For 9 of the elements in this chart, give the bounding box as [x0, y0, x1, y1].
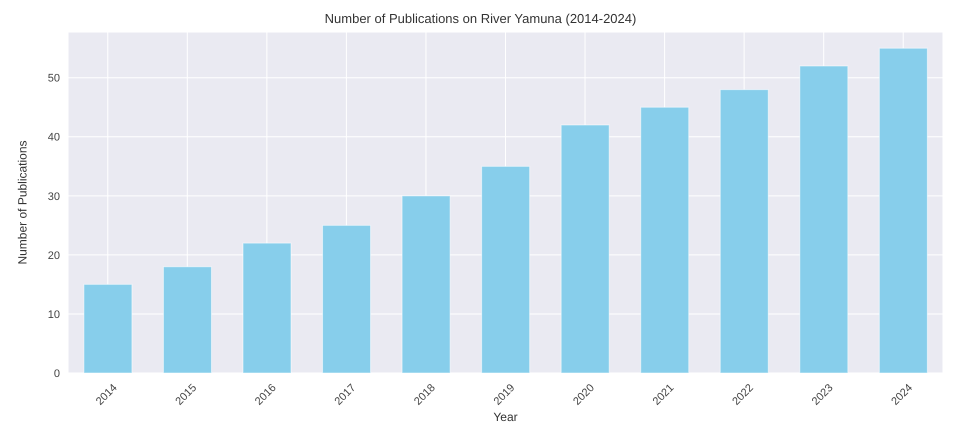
- chart-title: Number of Publications on River Yamuna (2014-2024): [324, 10, 638, 28]
- y-tick-label: 50: [48, 72, 60, 85]
- y-tick-label: 10: [48, 308, 60, 321]
- y-axis-title: Number of Publications: [15, 140, 30, 265]
- y-tick-label: 40: [48, 132, 60, 144]
- x-axis-title: Year: [493, 410, 518, 424]
- y-tick-label: 30: [48, 190, 60, 203]
- y-tick-label: 0: [54, 368, 60, 380]
- y-tick-label: 20: [48, 250, 60, 262]
